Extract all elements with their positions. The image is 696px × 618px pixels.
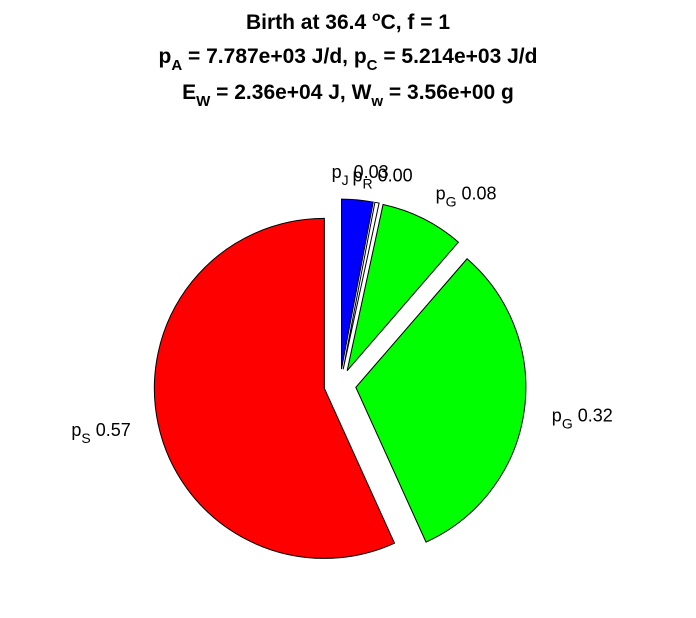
title-text: = 2.36e+04 J, W	[210, 81, 372, 104]
title-text: W	[196, 93, 211, 110]
title-line-2: pA = 7.787e+03 J/d, pC = 5.214e+03 J/d	[0, 46, 696, 77]
pie-slice-pg-2	[346, 203, 460, 372]
slice-label-2: pG 0.08	[436, 184, 497, 210]
title-text: o	[372, 8, 381, 24]
pie-slice-pr-1	[342, 201, 380, 370]
chart-title: Birth at 36.4 oC, f = 1 pA = 7.787e+03 J/…	[0, 8, 696, 113]
title-line-3: EW = 2.36e+04 J, Ww = 3.56e+00 g	[0, 82, 696, 113]
pie-slice-pj-0	[341, 198, 374, 370]
title-text: w	[371, 93, 384, 110]
slice-label-value: 0.57	[91, 420, 131, 440]
slice-label-subscript: S	[81, 430, 90, 446]
slice-label-value: 0.08	[457, 184, 497, 204]
title-line-1: Birth at 36.4 oC, f = 1	[0, 9, 696, 43]
slice-label-value: 0.32	[573, 406, 613, 426]
title-text: = 7.787e+03 J/d, p	[182, 45, 367, 68]
title-text: Birth at 36.4	[245, 11, 373, 34]
title-text: E	[182, 81, 197, 104]
slice-label-4: pS 0.57	[71, 420, 130, 446]
pie-slice-ps-4	[153, 217, 396, 559]
title-text: = 3.56e+00 g	[383, 81, 514, 104]
title-text: p	[158, 45, 172, 68]
title-text: = 5.214e+03 J/d	[377, 45, 538, 68]
slice-label-subscript: J	[342, 172, 349, 188]
title-text: C	[366, 57, 378, 74]
slice-label-base: p	[71, 420, 81, 440]
slice-label-subscript: G	[446, 194, 457, 210]
slice-label-base: p	[353, 165, 363, 185]
slice-label-base: p	[332, 162, 342, 182]
slice-label-subscript: R	[363, 175, 373, 191]
slice-label-3: pG 0.32	[552, 406, 613, 432]
title-text: A	[171, 57, 183, 74]
slice-label-value: 0.00	[373, 165, 413, 185]
pie-slice-pg-3	[355, 258, 527, 543]
slice-label-value: 0.03	[349, 162, 389, 182]
slice-label-base: p	[552, 406, 562, 426]
title-text: C, f = 1	[380, 11, 451, 34]
slice-label-base: p	[436, 184, 446, 204]
slice-label-0: pJ 0.03	[332, 162, 389, 188]
slice-label-1: pR 0.00	[353, 165, 413, 191]
slice-label-subscript: G	[562, 416, 573, 432]
